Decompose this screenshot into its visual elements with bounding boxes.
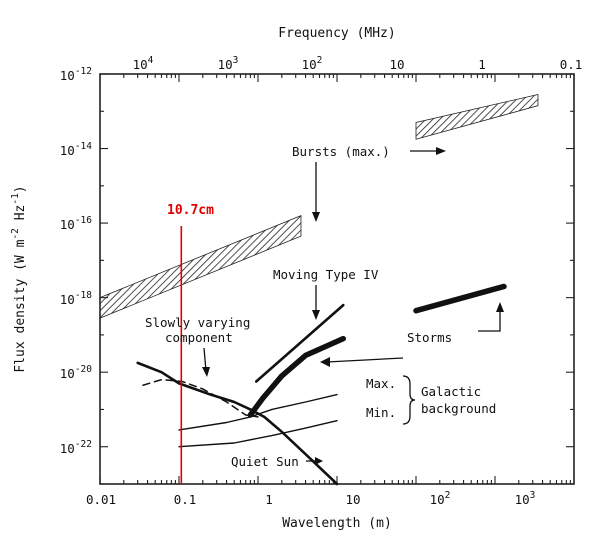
series-line bbox=[136, 361, 252, 411]
storms-arrow bbox=[326, 357, 404, 363]
burst-band bbox=[99, 215, 302, 319]
x-tick-label: 102 bbox=[430, 490, 451, 507]
series-line bbox=[413, 283, 507, 314]
top-tick-label: 104 bbox=[133, 55, 154, 72]
series-line bbox=[254, 303, 345, 383]
top-tick-label: 102 bbox=[302, 55, 323, 72]
galactic-label-line2: background bbox=[421, 401, 496, 416]
x-axis-title: Wavelength (m) bbox=[282, 516, 392, 531]
top-tick-label: 1 bbox=[478, 57, 486, 72]
series-line bbox=[142, 378, 259, 418]
arrowhead bbox=[202, 367, 210, 377]
series-line bbox=[247, 335, 347, 418]
storms-label: Storms bbox=[407, 330, 452, 345]
arrowhead bbox=[312, 310, 320, 320]
top-tick-label: 0.1 bbox=[560, 57, 583, 72]
y-tick-label: 10-18 bbox=[60, 290, 93, 307]
y-tick-label: 10-22 bbox=[60, 439, 92, 456]
quiet-sun-label: Quiet Sun bbox=[231, 454, 299, 469]
arrowhead bbox=[320, 357, 330, 367]
y-axis-title: Flux density (W m-2 Hz-1) bbox=[10, 185, 28, 372]
top-axis-title: Frequency (MHz) bbox=[278, 26, 395, 41]
min-label: Min. bbox=[366, 405, 396, 420]
axis-ticks bbox=[99, 73, 575, 485]
burst-band bbox=[415, 93, 539, 140]
series-line bbox=[178, 419, 338, 448]
slowly-varying-label-line1: Slowly varying bbox=[145, 315, 250, 330]
max-label: Max. bbox=[366, 376, 396, 391]
x-tick-label: 0.1 bbox=[174, 492, 197, 507]
series-line bbox=[249, 408, 339, 486]
arrowhead bbox=[312, 212, 320, 222]
arrowhead bbox=[436, 147, 446, 155]
galactic-brace bbox=[402, 375, 416, 425]
y-tick-labels: 10-12 10-14 10-16 10-18 10-20 10-22 bbox=[60, 66, 93, 456]
y-tick-label: 10-16 bbox=[60, 215, 93, 232]
galactic-label-line1: Galactic bbox=[421, 384, 481, 399]
top-tick-labels: 104 103 102 10 1 0.1 bbox=[133, 55, 583, 72]
slowly-varying-label-line2: component bbox=[165, 330, 233, 345]
x-tick-labels: 0.01 0.1 1 10 102 103 bbox=[86, 490, 535, 507]
top-tick-label: 10 bbox=[389, 57, 404, 72]
bursts-label: Bursts (max.) bbox=[292, 144, 390, 159]
arrowhead bbox=[315, 457, 323, 465]
x-tick-label: 1 bbox=[265, 492, 273, 507]
top-tick-label: 103 bbox=[218, 55, 239, 72]
series-line bbox=[178, 393, 338, 431]
data-curves bbox=[136, 283, 507, 486]
x-tick-label: 0.01 bbox=[86, 492, 116, 507]
moving-type-iv-label: Moving Type IV bbox=[273, 267, 379, 282]
x-tick-label: 10 bbox=[345, 492, 360, 507]
y-tick-label: 10-12 bbox=[60, 66, 92, 83]
arrowhead bbox=[496, 302, 504, 312]
y-tick-label: 10-14 bbox=[60, 141, 93, 158]
y-tick-label: 10-20 bbox=[60, 364, 93, 381]
burst-bands bbox=[99, 93, 539, 319]
reference-line-label: 10.7cm bbox=[167, 203, 214, 218]
annotations: Bursts (max.) Moving Type IV Slowly vary… bbox=[145, 144, 504, 469]
x-tick-label: 103 bbox=[515, 490, 536, 507]
storms-arrow-upper bbox=[478, 308, 501, 332]
